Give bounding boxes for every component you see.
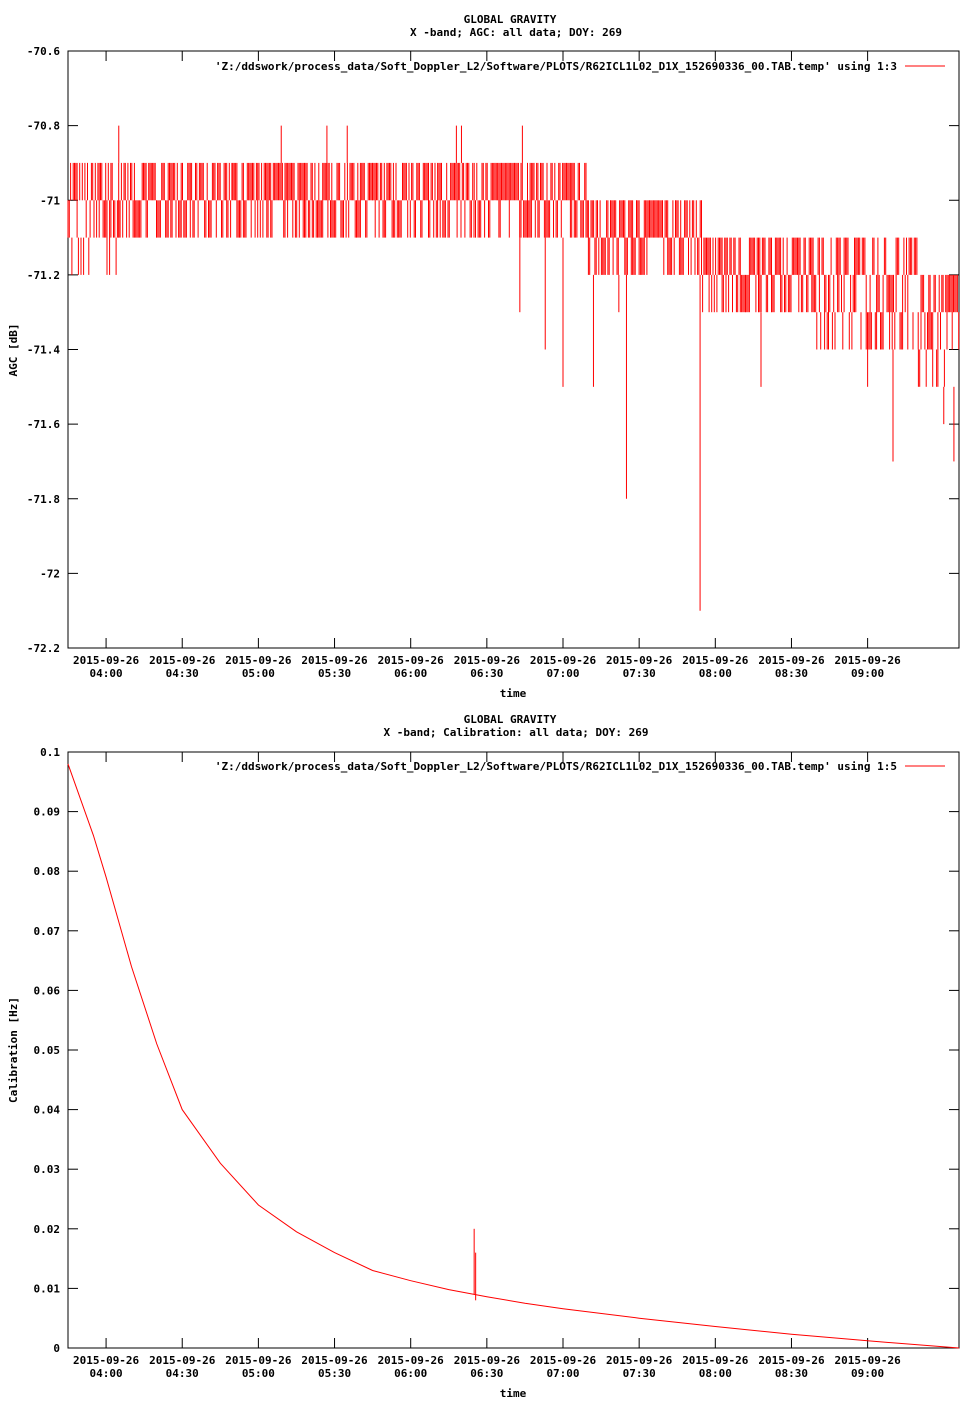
- x-tick-date: 2015-09-26: [606, 1354, 673, 1367]
- x-tick-date: 2015-09-26: [301, 1354, 368, 1367]
- y-tick-label: 0.09: [34, 806, 61, 819]
- y-tick-label: 0.05: [34, 1044, 61, 1057]
- x-tick-time: 09:00: [851, 667, 884, 680]
- plot-frame: [67, 751, 960, 1349]
- y-tick-label: 0.04: [34, 1104, 61, 1117]
- chart-subtitle: X -band; Calibration: all data; DOY: 269: [384, 726, 649, 739]
- x-tick-date: 2015-09-26: [682, 654, 749, 667]
- x-tick-date: 2015-09-26: [758, 654, 825, 667]
- agc-band: [917, 274, 960, 387]
- x-tick-time: 08:30: [775, 1367, 808, 1380]
- y-axis-ticks: 0 0.01 0.02 0.03 0.04 0.05 0.06 0.07 0.08 0.09 0.1: [34, 746, 959, 1355]
- agc-band: [67, 162, 120, 275]
- x-axis-ticks: 2015-09-2604:002015-09-2604:302015-09-26…: [73, 752, 901, 1380]
- agc-band: [587, 200, 702, 275]
- x-tick-date: 2015-09-26: [149, 654, 216, 667]
- x-axis-label: time: [500, 1387, 527, 1400]
- x-tick-time: 08:30: [775, 667, 808, 680]
- x-tick-time: 08:00: [699, 667, 732, 680]
- x-tick-time: 05:30: [318, 667, 351, 680]
- agc-band: [372, 162, 475, 238]
- chart-subtitle: X -band; AGC: all data; DOY: 269: [410, 26, 622, 39]
- y-tick-label: -71.8: [27, 493, 60, 506]
- x-tick-date: 2015-09-26: [378, 654, 445, 667]
- series-calibration: [67, 763, 960, 1349]
- x-tick-date: 2015-09-26: [301, 654, 368, 667]
- y-tick-label: -70.6: [27, 45, 60, 58]
- x-tick-date: 2015-09-26: [454, 1354, 521, 1367]
- series-agc: [67, 125, 960, 611]
- x-tick-time: 08:00: [699, 1367, 732, 1380]
- x-tick-time: 07:30: [623, 667, 656, 680]
- agc-chart: GLOBAL GRAVITY X -band; AGC: all data; D…: [7, 13, 960, 700]
- agc-band: [816, 237, 919, 350]
- x-tick-date: 2015-09-26: [758, 1354, 825, 1367]
- y-tick-label: -72.2: [27, 642, 60, 655]
- agc-band: [232, 162, 373, 238]
- x-tick-date: 2015-09-26: [834, 654, 901, 667]
- y-tick-label: 0.03: [34, 1163, 61, 1176]
- x-tick-time: 06:00: [394, 667, 427, 680]
- x-tick-time: 09:00: [851, 1367, 884, 1380]
- x-tick-date: 2015-09-26: [606, 654, 673, 667]
- x-tick-time: 05:00: [242, 667, 275, 680]
- calibration-curve: [67, 763, 960, 1349]
- calibration-chart: GLOBAL GRAVITY X -band; Calibration: all…: [7, 713, 960, 1400]
- agc-band: [702, 237, 817, 313]
- y-axis-label: Calibration [Hz]: [7, 997, 20, 1103]
- plot-frame: [67, 50, 960, 649]
- x-tick-time: 05:30: [318, 1367, 351, 1380]
- y-axis-ticks: -70.6 -70.8 -71 -71.2 -71.4 -71.6 -71.8 -72 -72.…: [27, 45, 959, 655]
- y-tick-label: -70.8: [27, 120, 60, 133]
- x-axis-ticks: 2015-09-2604:002015-09-2604:302015-09-26…: [73, 51, 901, 680]
- x-tick-time: 06:30: [470, 667, 503, 680]
- y-tick-label: 0.08: [34, 865, 61, 878]
- chart-title: GLOBAL GRAVITY: [464, 13, 557, 26]
- x-tick-time: 06:00: [394, 1367, 427, 1380]
- y-tick-label: -71.4: [27, 344, 60, 357]
- chart-title: GLOBAL GRAVITY: [464, 713, 557, 726]
- agc-band: [118, 162, 233, 238]
- x-tick-time: 07:00: [546, 1367, 579, 1380]
- x-tick-time: 04:30: [166, 1367, 199, 1380]
- x-tick-date: 2015-09-26: [225, 654, 292, 667]
- x-tick-date: 2015-09-26: [73, 1354, 140, 1367]
- x-tick-date: 2015-09-26: [149, 1354, 216, 1367]
- y-tick-label: 0.1: [40, 746, 60, 759]
- x-tick-time: 07:30: [623, 1367, 656, 1380]
- x-tick-time: 04:00: [90, 667, 123, 680]
- x-tick-date: 2015-09-26: [454, 654, 521, 667]
- x-tick-time: 04:00: [90, 1367, 123, 1380]
- x-tick-time: 06:30: [470, 1367, 503, 1380]
- x-tick-time: 05:00: [242, 1367, 275, 1380]
- y-tick-label: 0: [53, 1342, 60, 1355]
- legend-label: 'Z:/ddswork/process_data/Soft_Doppler_L2…: [215, 760, 897, 773]
- y-axis-label: AGC [dB]: [7, 324, 20, 377]
- legend-label: 'Z:/ddswork/process_data/Soft_Doppler_L2…: [215, 60, 897, 73]
- x-tick-date: 2015-09-26: [530, 654, 597, 667]
- x-tick-date: 2015-09-26: [225, 1354, 292, 1367]
- y-tick-label: -71: [40, 194, 60, 207]
- y-tick-label: 0.02: [34, 1223, 61, 1236]
- y-tick-label: -71.2: [27, 269, 60, 282]
- x-axis-label: time: [500, 687, 527, 700]
- y-tick-label: 0.07: [34, 925, 61, 938]
- y-tick-label: 0.01: [34, 1282, 61, 1295]
- x-tick-date: 2015-09-26: [530, 1354, 597, 1367]
- x-tick-date: 2015-09-26: [378, 1354, 445, 1367]
- y-tick-label: -71.6: [27, 418, 60, 431]
- x-tick-time: 07:00: [546, 667, 579, 680]
- x-tick-date: 2015-09-26: [682, 1354, 749, 1367]
- x-tick-time: 04:30: [166, 667, 199, 680]
- y-tick-label: -72: [40, 567, 60, 580]
- x-tick-date: 2015-09-26: [73, 654, 140, 667]
- x-tick-date: 2015-09-26: [834, 1354, 901, 1367]
- agc-band: [473, 162, 588, 238]
- y-tick-label: 0.06: [34, 984, 61, 997]
